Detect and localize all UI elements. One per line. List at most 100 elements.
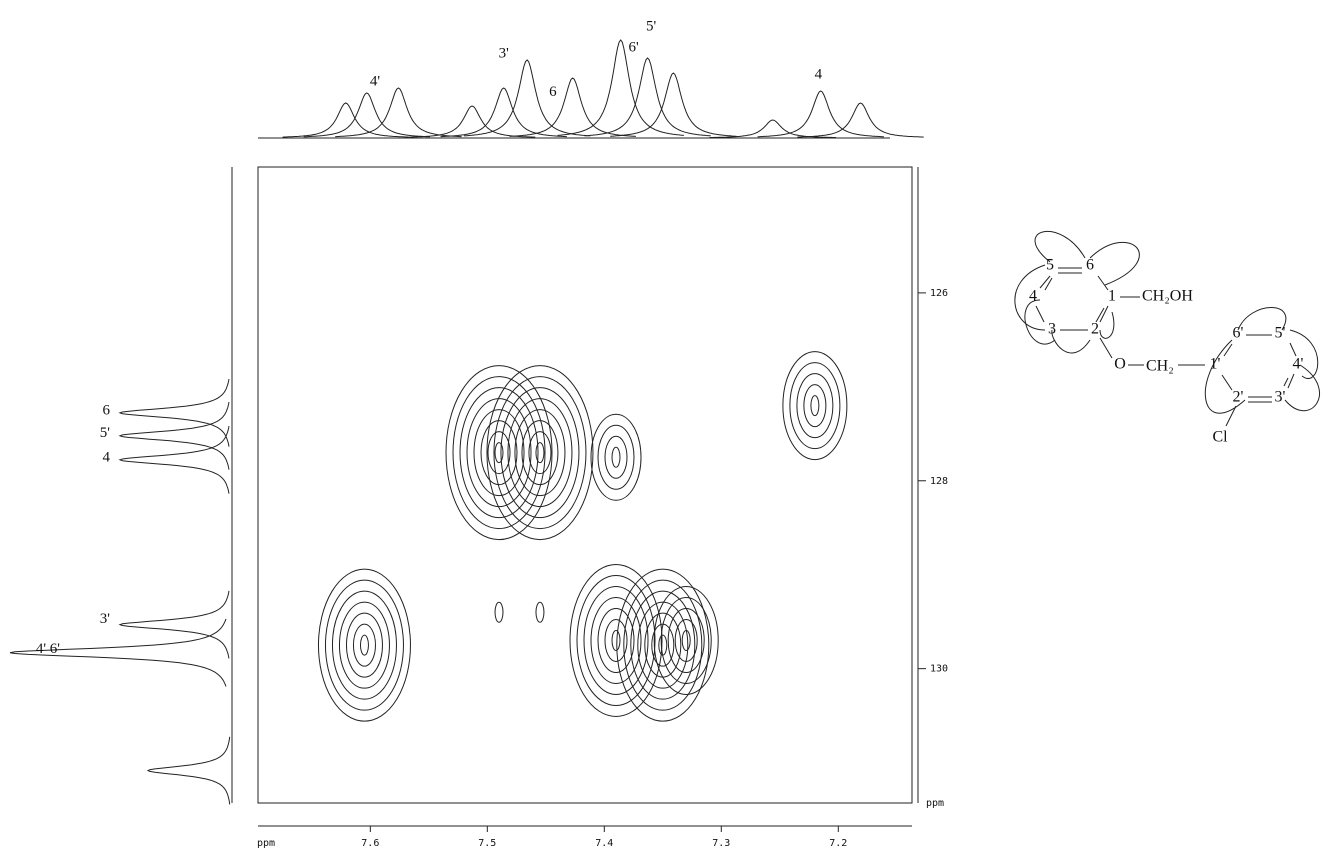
top-peak — [610, 72, 737, 137]
arrows — [1014, 230, 1320, 414]
contour — [452, 376, 546, 530]
contour — [590, 413, 642, 501]
contour — [623, 579, 703, 711]
top-peak — [463, 59, 591, 137]
contour — [345, 612, 383, 678]
peak-label: 4' — [370, 73, 381, 89]
left-peak — [9, 618, 227, 687]
contour — [528, 431, 552, 475]
structure: 5 6 1 2 3 4 CH₂OH O CH₂ 1' 6' 5' 4' 3' 2… — [1014, 230, 1320, 446]
atom: 4' — [1293, 356, 1304, 373]
contour — [494, 442, 504, 464]
contour — [611, 446, 621, 468]
contour — [500, 387, 580, 519]
left-peak — [118, 401, 230, 470]
top-peak — [757, 90, 884, 138]
contour — [480, 420, 518, 486]
top-peak — [509, 77, 636, 137]
bonds — [1035, 267, 1297, 427]
peak-label: 6 — [103, 402, 111, 418]
contour — [352, 623, 376, 667]
plot-frame — [257, 166, 913, 804]
x-tick-label: 7.3 — [712, 838, 730, 849]
contour — [604, 618, 628, 662]
contour — [317, 568, 411, 722]
contour — [569, 563, 663, 717]
contour — [681, 629, 691, 651]
contour — [604, 435, 628, 479]
contour — [803, 384, 827, 428]
peak-label: 4 — [815, 66, 823, 82]
top-peak — [709, 119, 836, 138]
contour — [338, 601, 390, 689]
contour — [810, 395, 820, 417]
contour — [597, 607, 635, 673]
contour — [359, 634, 369, 656]
contour — [583, 585, 649, 695]
contour — [324, 579, 404, 711]
y-tick-label: 128 — [930, 476, 948, 487]
contour — [658, 634, 668, 656]
contour — [521, 420, 559, 486]
x-tick-label: 7.6 — [361, 838, 379, 849]
contour — [674, 618, 698, 662]
peak-label: 6 — [549, 84, 557, 100]
contour — [611, 629, 621, 651]
x-tick-label: 7.2 — [829, 838, 847, 849]
contour — [616, 568, 710, 722]
contour — [514, 409, 566, 497]
atom: 3' — [1275, 389, 1286, 406]
y-tick-label: 130 — [930, 664, 948, 675]
peak-label: 4 — [103, 449, 111, 465]
atom: 5 — [1046, 257, 1054, 274]
top-peak — [303, 92, 431, 138]
left-peak — [118, 378, 230, 447]
contour — [445, 365, 553, 541]
x-tick-label: 7.4 — [595, 838, 613, 849]
contour — [487, 431, 511, 475]
contour — [494, 601, 504, 623]
contour — [507, 398, 573, 508]
contour — [535, 442, 545, 464]
contour — [459, 387, 539, 519]
substituent: CH₂OH — [1142, 288, 1193, 305]
y-tick-label: 126 — [930, 288, 948, 299]
left-peak — [146, 736, 231, 805]
atom: CH₂ — [1146, 358, 1174, 375]
atom: 5' — [1275, 325, 1286, 342]
peak-label: 5' — [100, 425, 111, 441]
x-tick-label: 7.5 — [478, 838, 496, 849]
contour — [473, 409, 525, 497]
peak-label: 6' — [628, 40, 639, 56]
contour — [597, 424, 635, 490]
peak-label: 5' — [646, 18, 657, 34]
top-peak — [584, 57, 711, 137]
atom: 2' — [1233, 389, 1244, 406]
atom: 1 — [1108, 288, 1116, 305]
contour — [486, 365, 594, 541]
left-peak — [118, 590, 230, 659]
contour — [637, 601, 689, 689]
top-peak — [440, 87, 567, 138]
contour — [331, 590, 397, 700]
contour — [660, 596, 712, 684]
left-peak — [118, 425, 230, 494]
atom: O — [1114, 356, 1126, 373]
top-peak — [335, 87, 462, 138]
atom: 4 — [1029, 288, 1037, 305]
contour — [796, 373, 834, 439]
contour — [493, 376, 587, 530]
top-peak — [797, 102, 924, 138]
atom: 6' — [1233, 325, 1244, 342]
contour — [653, 585, 719, 695]
contour — [789, 362, 841, 450]
x-unit: ppm — [257, 838, 275, 849]
contour — [466, 398, 532, 508]
contour — [535, 601, 545, 623]
contour — [576, 574, 656, 706]
y-unit: ppm — [926, 798, 944, 809]
atom: 1' — [1210, 356, 1221, 373]
atom: 3 — [1048, 321, 1056, 338]
peak-label: 3' — [499, 45, 510, 61]
